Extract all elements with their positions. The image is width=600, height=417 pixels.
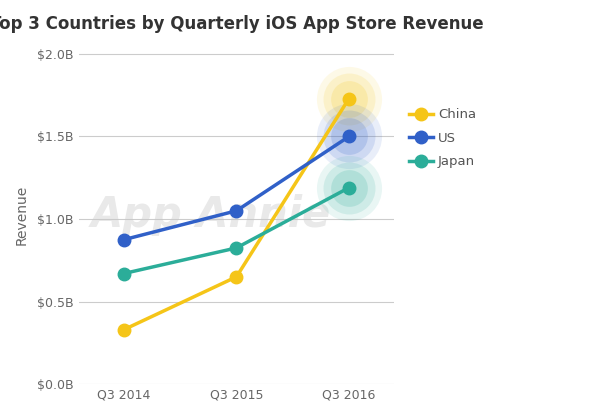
Point [344, 184, 354, 191]
Line: Japan: Japan [118, 181, 355, 280]
Japan [233, 246, 240, 251]
Point [344, 95, 354, 102]
Japan [346, 185, 353, 190]
Line: US: US [118, 130, 355, 246]
Point [344, 95, 354, 102]
US [233, 208, 240, 213]
Point [344, 133, 354, 140]
Title: Top 3 Countries by Quarterly iOS App Store Revenue: Top 3 Countries by Quarterly iOS App Sto… [0, 15, 483, 33]
China [233, 274, 240, 279]
Y-axis label: Revenue: Revenue [15, 185, 29, 245]
Line: China: China [118, 92, 355, 336]
China [346, 96, 353, 101]
Legend: China, US, Japan: China, US, Japan [404, 103, 482, 174]
Point [344, 95, 354, 102]
Point [344, 184, 354, 191]
US [120, 237, 127, 242]
China [120, 327, 127, 332]
Point [344, 184, 354, 191]
Japan [120, 271, 127, 276]
US [346, 134, 353, 139]
Point [344, 133, 354, 140]
Point [344, 133, 354, 140]
Text: App Annie: App Annie [91, 194, 331, 236]
